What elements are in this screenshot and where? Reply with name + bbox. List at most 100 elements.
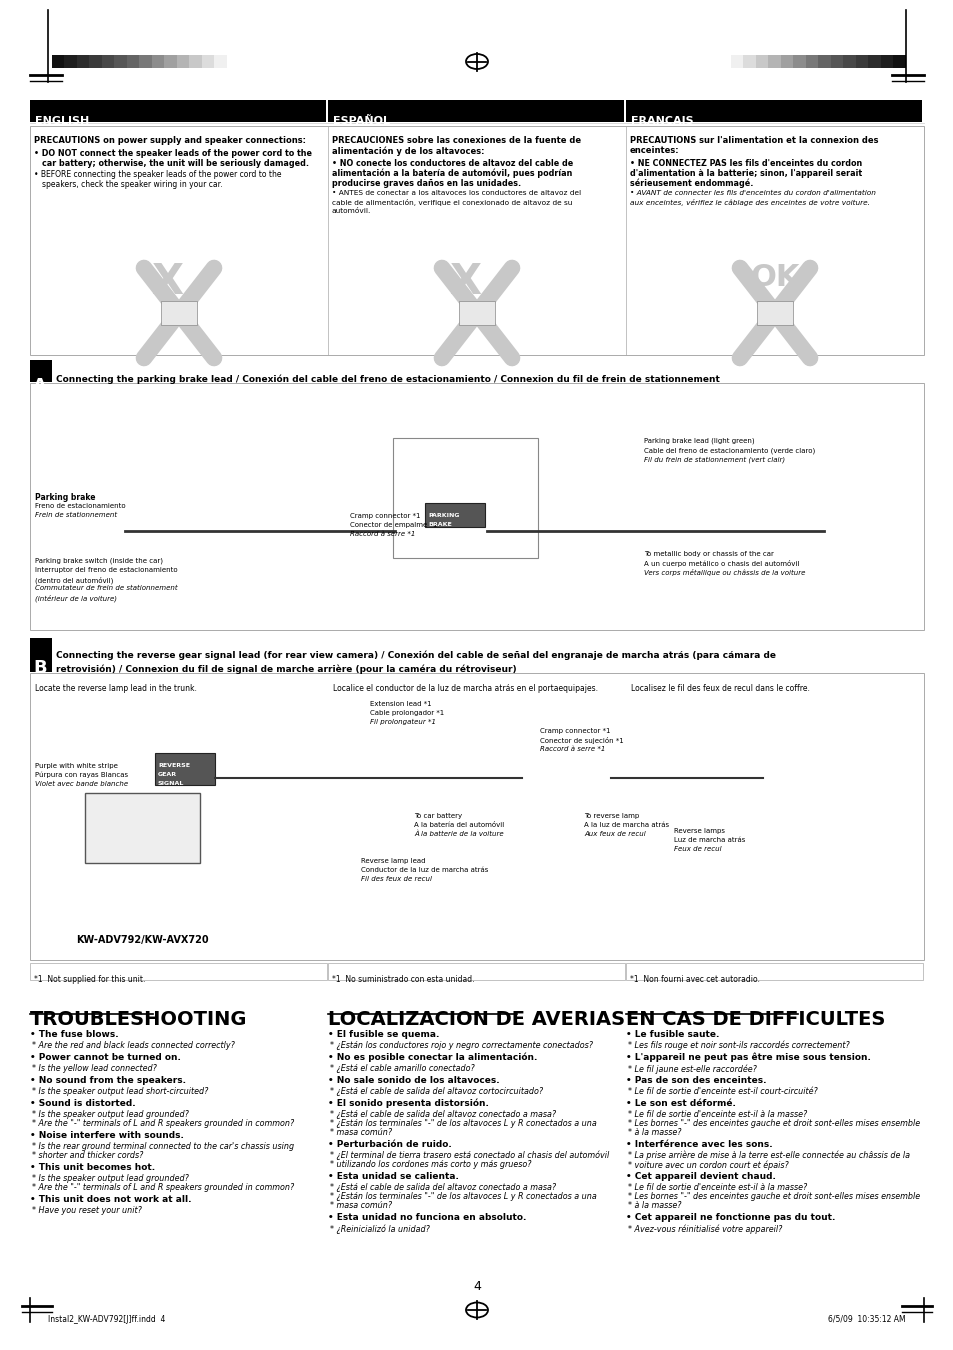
Text: * Are the "-" terminals of L and R speakers grounded in common?: * Are the "-" terminals of L and R speak…	[32, 1183, 294, 1192]
Bar	[190, 55, 202, 68]
Text: • This unit becomes hot.: • This unit becomes hot.	[30, 1162, 155, 1172]
Text: • AVANT de connecter les fils d'enceintes du cordon d'alimentation: • AVANT de connecter les fils d'enceinte…	[629, 190, 875, 196]
Text: A la batería del automóvil: A la batería del automóvil	[414, 822, 504, 828]
Text: • El fusible se quema.: • El fusible se quema.	[328, 1030, 439, 1040]
Text: Connecting the parking brake lead / Conexión del cable del freno de estacionamie: Connecting the parking brake lead / Cone…	[56, 375, 720, 385]
Bar	[65, 55, 77, 68]
Text: Parking brake: Parking brake	[35, 493, 95, 502]
Text: * La prise arrière de mise à la terre est-elle connectée au châssis de la: * La prise arrière de mise à la terre es…	[627, 1152, 909, 1161]
Bar	[880, 55, 893, 68]
Text: Commutateur de frein de stationnement: Commutateur de frein de stationnement	[35, 585, 177, 591]
Bar	[90, 55, 102, 68]
Text: * Is the yellow lead connected?: * Is the yellow lead connected?	[32, 1064, 156, 1073]
Bar	[755, 55, 768, 68]
Text: A la luz de marcha atrás: A la luz de marcha atrás	[583, 822, 669, 828]
Text: 6/5/09  10:35:12 AM: 6/5/09 10:35:12 AM	[827, 1315, 905, 1324]
Text: * Les bornes "-" des enceintes gauche et droit sont-elles mises ensemble: * Les bornes "-" des enceintes gauche et…	[627, 1192, 919, 1202]
Text: * ¿Están los conductores rojo y negro correctamente conectados?: * ¿Están los conductores rojo y negro co…	[330, 1041, 593, 1050]
Text: ENGLISH: ENGLISH	[35, 116, 90, 126]
Text: TROUBLESHOOTING: TROUBLESHOOTING	[30, 1010, 247, 1029]
Bar	[152, 55, 165, 68]
Text: * Avez-vous réinitialisé votre appareil?: * Avez-vous réinitialisé votre appareil?	[627, 1224, 781, 1234]
Text: ESPAÑOL: ESPAÑOL	[333, 116, 390, 126]
Text: * Is the speaker output lead grounded?: * Is the speaker output lead grounded?	[32, 1174, 189, 1183]
Bar	[842, 55, 856, 68]
Text: EN CAS DE DIFFICULTES: EN CAS DE DIFFICULTES	[625, 1010, 884, 1029]
Text: Parking brake lead (light green): Parking brake lead (light green)	[643, 437, 754, 444]
Text: KW-ADV792/KW-AVX720: KW-ADV792/KW-AVX720	[75, 936, 208, 945]
Text: • No es posible conectar la alimentación.: • No es posible conectar la alimentación…	[328, 1053, 537, 1062]
Text: alimentación a la batería de automóvil, pues podrían: alimentación a la batería de automóvil, …	[332, 169, 572, 178]
Text: * ¿Está el cable amarillo conectado?: * ¿Está el cable amarillo conectado?	[330, 1064, 475, 1073]
Text: Vers corps métallique ou châssis de la voiture: Vers corps métallique ou châssis de la v…	[643, 568, 804, 576]
Text: Parking brake switch (inside the car): Parking brake switch (inside the car)	[35, 558, 163, 564]
Text: X: X	[151, 261, 183, 302]
Bar	[127, 55, 140, 68]
Text: 4: 4	[473, 1280, 480, 1293]
Bar	[139, 55, 152, 68]
Bar	[30, 639, 52, 672]
Bar	[102, 55, 115, 68]
Text: FRANÇAIS: FRANÇAIS	[630, 116, 693, 126]
Bar	[164, 55, 177, 68]
Text: * Le fil de sortie d'enceinte est-il court-circuité?: * Le fil de sortie d'enceinte est-il cou…	[627, 1087, 817, 1096]
Bar	[30, 100, 326, 122]
Text: * ¿Está el cable de salida del altavoz conectado a masa?: * ¿Está el cable de salida del altavoz c…	[330, 1110, 556, 1119]
Text: To metallic body or chassis of the car: To metallic body or chassis of the car	[643, 551, 773, 558]
Bar	[458, 301, 495, 325]
Text: * à la masse?: * à la masse?	[627, 1129, 680, 1137]
Text: To reverse lamp: To reverse lamp	[583, 813, 639, 819]
Bar	[328, 963, 624, 980]
Text: * masa común?: * masa común?	[330, 1202, 392, 1210]
Text: • Sound is distorted.: • Sound is distorted.	[30, 1099, 135, 1108]
Text: * à la masse?: * à la masse?	[627, 1202, 680, 1210]
Text: *1  Not supplied for this unit.: *1 Not supplied for this unit.	[34, 975, 145, 984]
Text: Conector de empalme *1: Conector de empalme *1	[350, 522, 437, 528]
Text: Raccord à serre *1: Raccord à serre *1	[350, 531, 416, 537]
Bar	[85, 792, 200, 863]
Text: • ANTES de conectar a los altavoces los conductores de altavoz del: • ANTES de conectar a los altavoces los …	[332, 190, 580, 196]
Text: producirse graves daños en las unidades.: producirse graves daños en las unidades.	[332, 180, 520, 188]
Text: • Pas de son des enceintes.: • Pas de son des enceintes.	[625, 1076, 765, 1085]
Bar	[625, 963, 923, 980]
Text: Extension lead *1: Extension lead *1	[370, 701, 431, 707]
Text: * Is the speaker output lead grounded?: * Is the speaker output lead grounded?	[32, 1110, 189, 1119]
Bar	[855, 55, 868, 68]
Text: (intérieur de la voiture): (intérieur de la voiture)	[35, 594, 117, 602]
Text: B: B	[33, 659, 47, 676]
Text: Fil des feux de recul: Fil des feux de recul	[360, 876, 432, 882]
Text: • Esta unidad se calienta.: • Esta unidad se calienta.	[328, 1172, 458, 1181]
Text: * masa común?: * masa común?	[330, 1129, 392, 1137]
Text: (dentro del automóvil): (dentro del automóvil)	[35, 576, 113, 583]
Text: sérieusement endommagé.: sérieusement endommagé.	[629, 180, 753, 189]
Text: OK: OK	[749, 263, 799, 292]
Text: Localice el conductor de la luz de marcha atrás en el portaequipajes.: Localice el conductor de la luz de march…	[333, 684, 598, 693]
Text: cable de alimentación, verifique el conexionado de altavoz de su: cable de alimentación, verifique el cone…	[332, 198, 572, 207]
Text: • DO NOT connect the speaker leads of the power cord to the: • DO NOT connect the speaker leads of th…	[34, 148, 312, 158]
Text: enceintes:: enceintes:	[629, 146, 679, 155]
Bar	[757, 301, 792, 325]
Text: • No sale sonido de los altavoces.: • No sale sonido de los altavoces.	[328, 1076, 499, 1085]
Text: X: X	[449, 261, 480, 302]
Text: GEAR: GEAR	[158, 772, 177, 778]
Text: Purple with white stripe: Purple with white stripe	[35, 763, 118, 769]
Text: • Cet appareil devient chaud.: • Cet appareil devient chaud.	[625, 1172, 775, 1181]
Bar	[805, 55, 818, 68]
Bar	[793, 55, 805, 68]
Text: * Is the rear ground terminal connected to the car's chassis using: * Is the rear ground terminal connected …	[32, 1142, 294, 1152]
Text: • No sound from the speakers.: • No sound from the speakers.	[30, 1076, 186, 1085]
Text: * utilizando los cordones más corto y más grueso?: * utilizando los cordones más corto y má…	[330, 1160, 531, 1169]
Text: * Le fil de sortie d'enceinte est-il à la masse?: * Le fil de sortie d'enceinte est-il à l…	[627, 1183, 806, 1192]
Text: Locate the reverse lamp lead in the trunk.: Locate the reverse lamp lead in the trun…	[35, 684, 196, 693]
Text: SIGNAL: SIGNAL	[158, 782, 184, 786]
Text: car battery; otherwise, the unit will be seriously damaged.: car battery; otherwise, the unit will be…	[42, 159, 309, 167]
Text: * Les fils rouge et noir sont-ils raccordés correctement?: * Les fils rouge et noir sont-ils raccor…	[627, 1041, 849, 1050]
Text: BRAKE: BRAKE	[428, 522, 452, 526]
Text: * ¿Reinicializó la unidad?: * ¿Reinicializó la unidad?	[330, 1224, 430, 1234]
Text: Cramp connector *1: Cramp connector *1	[539, 728, 609, 734]
Bar	[893, 55, 905, 68]
Bar	[818, 55, 831, 68]
Text: *1  No suministrado con esta unidad.: *1 No suministrado con esta unidad.	[332, 975, 474, 984]
Bar	[393, 437, 537, 558]
Text: retrovisión) / Connexion du fil de signal de marche arrière (pour la caméra du r: retrovisión) / Connexion du fil de signa…	[56, 664, 517, 674]
